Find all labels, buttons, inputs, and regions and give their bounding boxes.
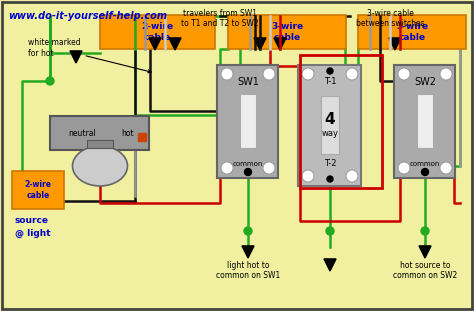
Text: light hot to
common on SW1: light hot to common on SW1 [216,261,280,281]
Circle shape [245,169,252,175]
Text: SW2: SW2 [414,77,436,87]
Text: hot source to
common on SW2: hot source to common on SW2 [393,261,457,281]
Text: @ light: @ light [15,229,51,238]
Circle shape [421,169,428,175]
Circle shape [221,68,233,80]
Circle shape [440,162,452,174]
Polygon shape [324,259,336,271]
Text: SW1: SW1 [237,77,259,87]
Text: T-1: T-1 [324,77,336,86]
Text: neutral: neutral [68,128,96,137]
Circle shape [346,170,358,182]
Text: travelers from SW1
to T1 and T2 to SW2: travelers from SW1 to T1 and T2 to SW2 [181,9,259,28]
Text: www.do-it-yourself-help.com: www.do-it-yourself-help.com [8,11,167,21]
Polygon shape [169,38,181,50]
Text: way: way [321,128,338,137]
Circle shape [263,162,275,174]
Bar [87,140,113,148]
Text: common: common [233,161,263,167]
Polygon shape [419,246,431,258]
Circle shape [398,162,410,174]
FancyBboxPatch shape [228,15,346,49]
Circle shape [302,170,314,182]
FancyBboxPatch shape [12,171,64,209]
Circle shape [263,68,275,80]
Polygon shape [70,51,82,63]
Circle shape [327,176,333,182]
Text: T-2: T-2 [324,160,336,169]
Circle shape [244,227,252,235]
Text: 4: 4 [325,113,335,128]
Circle shape [302,68,314,80]
FancyBboxPatch shape [218,64,279,178]
Circle shape [326,227,334,235]
Text: white marked
for hot: white marked for hot [28,38,151,73]
Circle shape [421,227,429,235]
Text: 2-wire
cable: 2-wire cable [141,22,173,42]
Circle shape [221,162,233,174]
FancyBboxPatch shape [417,94,433,148]
Circle shape [398,68,410,80]
Polygon shape [242,246,254,258]
Polygon shape [149,38,161,50]
Ellipse shape [73,146,128,186]
FancyBboxPatch shape [299,64,362,185]
FancyBboxPatch shape [240,94,256,148]
FancyBboxPatch shape [100,15,215,49]
Text: hot: hot [122,128,134,137]
Text: 3-wire
cable: 3-wire cable [271,22,303,42]
Text: common: common [410,161,440,167]
Circle shape [327,68,333,74]
FancyBboxPatch shape [50,116,149,150]
Text: 2-wire
cable: 2-wire cable [25,180,52,200]
Bar [300,55,382,188]
Circle shape [440,68,452,80]
Circle shape [346,68,358,80]
Text: 3-wire cable
between switches: 3-wire cable between switches [356,9,424,28]
FancyBboxPatch shape [358,15,466,49]
Text: 3-wire
cable: 3-wire cable [396,22,428,42]
Polygon shape [274,38,286,50]
Circle shape [46,77,54,85]
Polygon shape [389,38,401,50]
Text: source: source [15,216,49,225]
Bar [138,133,146,141]
Polygon shape [254,38,266,50]
FancyBboxPatch shape [321,96,339,154]
FancyBboxPatch shape [394,64,456,178]
